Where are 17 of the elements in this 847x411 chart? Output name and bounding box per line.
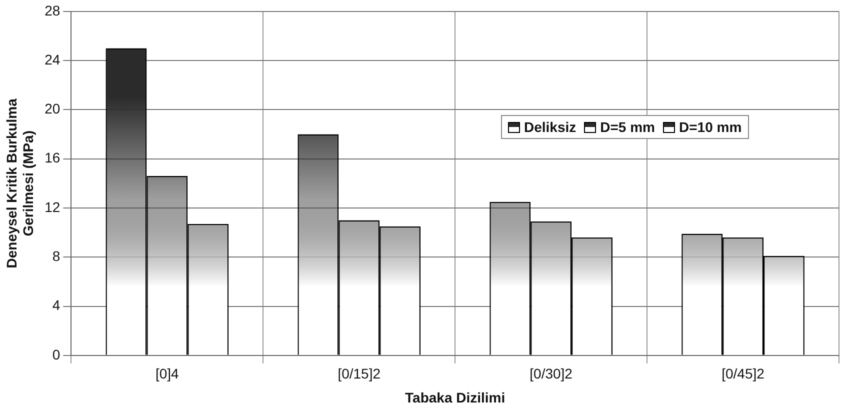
y-tick-label: 28 <box>44 2 60 18</box>
y-tick-label: 12 <box>44 198 60 215</box>
x-tick-label: [0/15]2 <box>338 366 381 382</box>
legend-label: Deliksiz <box>524 119 576 136</box>
y-tick-label: 4 <box>52 297 60 314</box>
y-tick-label: 24 <box>44 51 60 68</box>
x-tick-label: [0]4 <box>155 366 180 382</box>
y-tick-label: 16 <box>44 150 60 166</box>
x-tick-label: [0/45]2 <box>722 366 765 382</box>
y-axis-title: Deneysel Kritik Burkulma Gerilmesi (MPa) <box>3 98 36 268</box>
y-tick-label: 8 <box>52 248 60 264</box>
x-tick-label: [0/30]2 <box>530 366 573 382</box>
legend-label: D=5 mm <box>600 119 655 136</box>
y-tick-label: 20 <box>44 100 60 117</box>
legend-label: D=10 mm <box>679 119 742 136</box>
x-axis-title: Tabaka Dizilimi <box>405 389 506 406</box>
y-tick-label: 0 <box>52 346 60 362</box>
